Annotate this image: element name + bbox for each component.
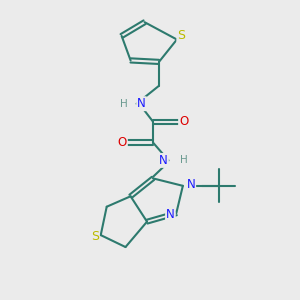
Text: O: O — [118, 136, 127, 149]
Text: H: H — [180, 155, 188, 166]
Text: N: N — [159, 154, 168, 167]
Text: O: O — [179, 115, 188, 128]
Text: N: N — [137, 97, 146, 110]
Text: S: S — [91, 230, 99, 243]
Text: S: S — [177, 29, 185, 42]
Text: H: H — [121, 99, 128, 109]
Text: N: N — [186, 178, 195, 191]
Text: N: N — [166, 208, 175, 221]
